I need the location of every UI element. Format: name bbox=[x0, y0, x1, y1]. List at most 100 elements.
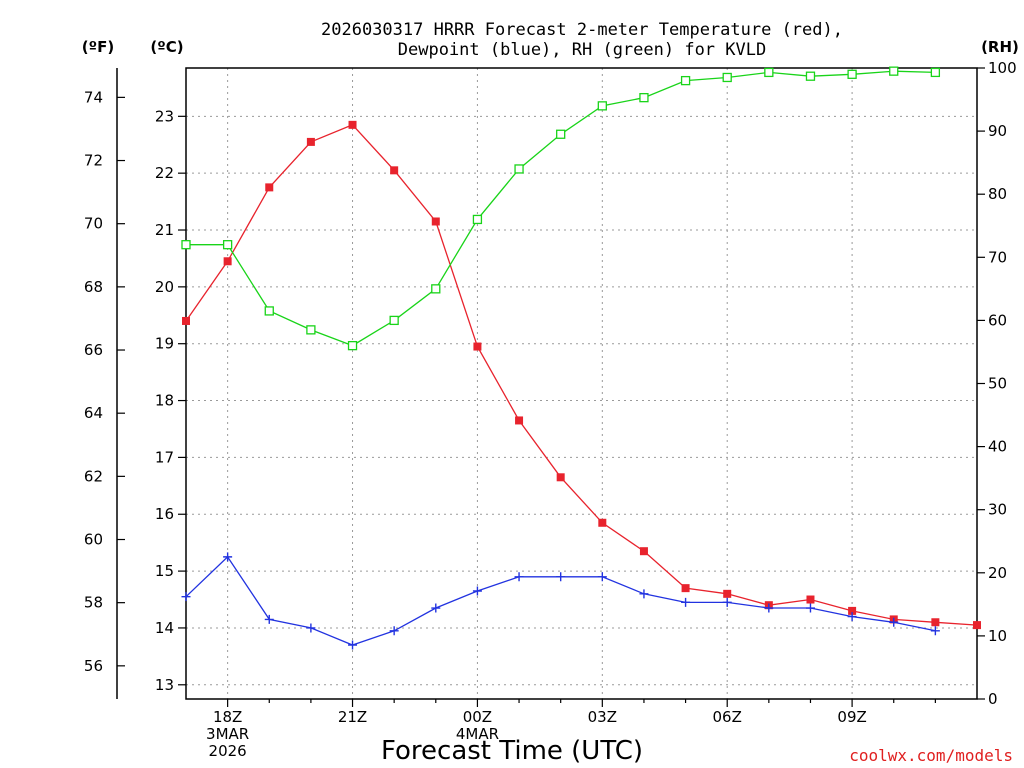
fahrenheit-tick-label: 56 bbox=[84, 657, 103, 675]
temperature-point bbox=[556, 473, 565, 482]
fahrenheit-tick-label: 68 bbox=[84, 278, 103, 296]
temperature-point bbox=[390, 166, 399, 175]
dewpoint-point bbox=[722, 597, 732, 607]
time-tick-label: 03Z bbox=[588, 708, 617, 726]
rh-point bbox=[930, 67, 941, 78]
dewpoint-point bbox=[514, 572, 524, 582]
temperature-point bbox=[182, 316, 190, 325]
time-tick-label: 18Z bbox=[213, 708, 242, 726]
temperature-point bbox=[265, 183, 274, 192]
dewpoint-point bbox=[639, 589, 649, 599]
rh-point bbox=[264, 306, 274, 316]
celsius-axis: 13 14 15 16 17 18 19 20 21 22 23 bbox=[155, 107, 186, 694]
dewpoint-point bbox=[472, 586, 482, 596]
rh-tick-label: 10 bbox=[988, 627, 1007, 645]
source-credit: coolwx.com/models bbox=[849, 746, 1013, 765]
rh-point bbox=[431, 284, 441, 294]
time-tick-label: 4MAR bbox=[456, 725, 499, 743]
axes bbox=[116, 67, 978, 700]
rh-tick-label: 50 bbox=[988, 375, 1007, 393]
fahrenheit-tick-label: 72 bbox=[84, 152, 103, 170]
celsius-tick-label: 19 bbox=[155, 335, 174, 353]
rh-point bbox=[805, 71, 816, 81]
temperature-point bbox=[598, 518, 607, 527]
time-tick-label: 3MAR bbox=[206, 725, 249, 743]
celsius-tick-label: 21 bbox=[155, 221, 174, 239]
rh-point bbox=[389, 315, 399, 326]
temperature-point bbox=[223, 257, 232, 266]
dewpoint-point bbox=[930, 626, 940, 636]
celsius-tick-label: 20 bbox=[155, 278, 174, 296]
rh-point bbox=[722, 72, 732, 83]
fahrenheit-tick-label: 64 bbox=[84, 404, 103, 422]
rh-axis: 0 10 20 30 40 50 60 70 80 90 100 bbox=[977, 59, 1017, 708]
dewpoint-point bbox=[223, 552, 233, 562]
fahrenheit-tick-label: 70 bbox=[84, 215, 103, 233]
chart-title-line1: 2026030317 HRRR Forecast 2-meter Tempera… bbox=[321, 20, 843, 40]
temperature-point bbox=[431, 217, 440, 226]
temperature-point bbox=[348, 120, 357, 129]
dewpoint-point bbox=[889, 617, 899, 627]
temperature-point bbox=[306, 137, 315, 146]
grid-lines bbox=[186, 68, 977, 699]
rh-point bbox=[472, 214, 483, 225]
rh-tick-label: 100 bbox=[988, 59, 1017, 77]
fahrenheit-axis: 56 58 60 62 64 66 68 70 72 74 bbox=[84, 88, 125, 675]
rh-tick-label: 0 bbox=[988, 690, 998, 708]
temperature-point bbox=[639, 547, 648, 556]
rh-tick-label: 60 bbox=[988, 311, 1007, 329]
fahrenheit-tick-label: 74 bbox=[84, 88, 103, 106]
dewpoint-point bbox=[431, 603, 441, 613]
x-axis-label: Forecast Time (UTC) bbox=[381, 736, 643, 766]
dewpoint-point bbox=[805, 603, 815, 613]
rh-point bbox=[514, 164, 524, 174]
rh-point bbox=[639, 93, 649, 103]
time-tick-label: 06Z bbox=[713, 708, 742, 726]
chart-title-line2: Dewpoint (blue), RH (green) for KVLD bbox=[398, 40, 766, 60]
dewpoint-point bbox=[181, 592, 191, 602]
temperature-line bbox=[185, 124, 978, 626]
temperature-point bbox=[681, 584, 690, 593]
rh-unit-label: (RH) bbox=[981, 38, 1019, 56]
rh-point bbox=[764, 67, 774, 78]
rh-tick-label: 30 bbox=[988, 501, 1007, 519]
dewpoint-point bbox=[764, 603, 774, 613]
celsius-tick-label: 13 bbox=[155, 676, 174, 694]
time-tick-label: 2026 bbox=[209, 742, 247, 760]
rh-tick-label: 20 bbox=[988, 564, 1007, 582]
rh-tick-label: 70 bbox=[988, 248, 1007, 266]
rh-point bbox=[222, 240, 233, 250]
time-tick-label: 09Z bbox=[837, 708, 866, 726]
rh-point bbox=[556, 129, 566, 139]
temperature-point bbox=[473, 342, 482, 351]
fahrenheit-tick-label: 60 bbox=[84, 531, 103, 549]
time-tick-label: 21Z bbox=[338, 708, 367, 726]
rh-point bbox=[847, 69, 857, 79]
celsius-tick-label: 14 bbox=[155, 619, 174, 637]
rh-tick-label: 80 bbox=[988, 185, 1007, 203]
rh-line bbox=[186, 70, 936, 347]
celsius-tick-label: 18 bbox=[155, 392, 174, 410]
time-tick-label: 00Z bbox=[463, 708, 492, 726]
rh-tick-label: 40 bbox=[988, 438, 1007, 456]
temperature-point bbox=[723, 589, 732, 598]
fahrenheit-tick-label: 66 bbox=[84, 341, 103, 359]
temperature-point bbox=[806, 595, 815, 604]
rh-point bbox=[889, 66, 899, 76]
dewpoint-point bbox=[847, 612, 857, 622]
fahrenheit-tick-label: 58 bbox=[84, 594, 103, 612]
dewpoint-line bbox=[185, 555, 936, 646]
series-layer bbox=[181, 66, 981, 650]
rh-point bbox=[347, 340, 358, 351]
dewpoint-point bbox=[264, 614, 274, 624]
celsius-tick-label: 17 bbox=[155, 448, 174, 466]
fahrenheit-unit-label: (ºF) bbox=[82, 38, 114, 56]
celsius-tick-label: 15 bbox=[155, 562, 174, 580]
rh-tick-label: 90 bbox=[988, 122, 1007, 140]
dewpoint-point bbox=[681, 597, 691, 607]
dewpoint-point bbox=[389, 626, 399, 636]
rh-point bbox=[306, 325, 316, 335]
rh-point bbox=[597, 101, 607, 111]
plot-frame bbox=[185, 67, 978, 700]
rh-point bbox=[181, 240, 191, 250]
